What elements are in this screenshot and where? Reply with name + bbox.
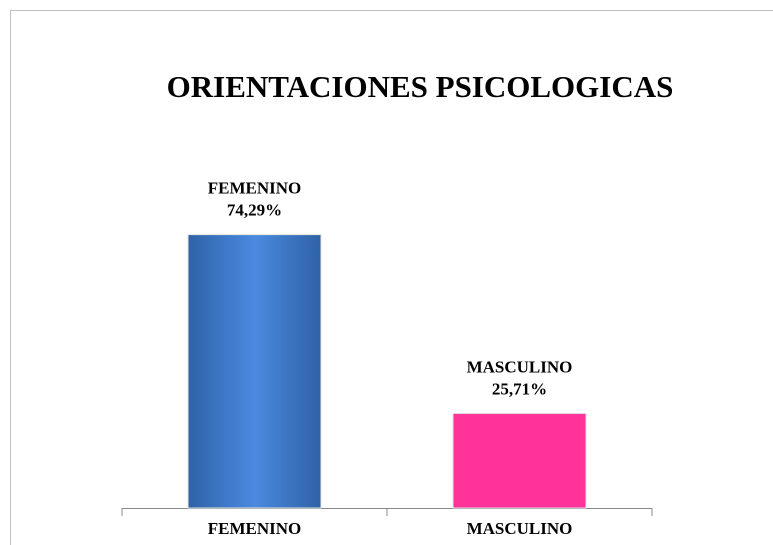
- data-label: 74,29%: [227, 201, 282, 220]
- x-tick-label: FEMENINO: [208, 519, 302, 538]
- bar: [187, 234, 322, 509]
- chart-border: [10, 10, 773, 545]
- data-label: 25,71%: [492, 379, 547, 398]
- chart-title: ORIENTACIONES PSICOLOGICAS: [167, 69, 674, 104]
- bar: [452, 412, 587, 509]
- data-label-category: FEMENINO: [208, 179, 302, 198]
- data-label-category: MASCULINO: [467, 357, 573, 376]
- x-tick-label: MASCULINO: [467, 519, 573, 538]
